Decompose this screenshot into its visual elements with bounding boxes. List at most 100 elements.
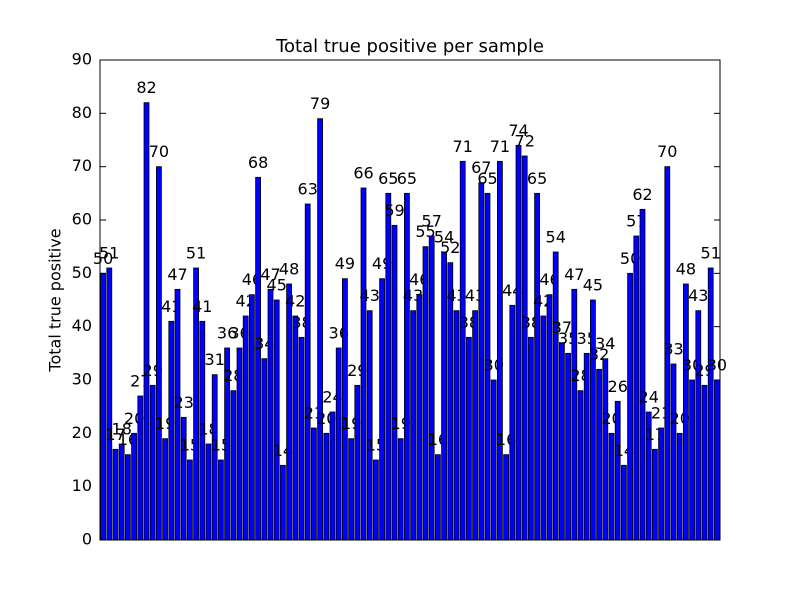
bar <box>422 246 429 541</box>
bar <box>571 288 578 541</box>
bar <box>497 160 503 541</box>
bar <box>379 278 385 541</box>
bar <box>211 374 218 541</box>
value-label: 26 <box>608 377 628 396</box>
bar <box>658 427 664 541</box>
bar <box>559 342 565 541</box>
bar <box>100 272 106 541</box>
value-label: 34 <box>595 334 615 353</box>
bar <box>509 304 516 541</box>
y-axis-label: Total true positive <box>46 228 65 372</box>
bar <box>528 336 534 541</box>
y-tick-label: 0 <box>82 530 92 549</box>
y-tick-label: 80 <box>72 103 92 122</box>
bar <box>205 443 212 541</box>
bar <box>317 118 323 541</box>
bar <box>311 427 317 541</box>
bar <box>503 454 509 541</box>
bar <box>162 438 168 541</box>
bar <box>329 411 336 541</box>
bar <box>156 166 162 541</box>
value-label: 65 <box>527 169 547 188</box>
value-label: 68 <box>248 153 268 172</box>
bar <box>410 310 416 541</box>
value-label: 70 <box>657 142 677 161</box>
bar <box>360 187 367 541</box>
bar <box>627 272 633 541</box>
bar <box>323 432 330 541</box>
value-label: 31 <box>205 350 225 369</box>
bar <box>552 251 559 541</box>
bar <box>515 144 522 541</box>
bar <box>335 347 342 541</box>
bar <box>385 192 392 541</box>
bar <box>652 448 658 541</box>
bar <box>106 267 113 541</box>
value-label: 51 <box>186 244 206 263</box>
bar <box>577 390 584 541</box>
y-tick-label: 90 <box>72 50 92 69</box>
chart-title: Total true positive per sample <box>275 36 544 57</box>
y-tick-label: 60 <box>72 210 92 229</box>
value-label: 43 <box>688 286 708 305</box>
bar <box>354 384 361 541</box>
bar <box>534 192 540 541</box>
bar <box>596 368 602 541</box>
value-label: 47 <box>167 265 187 284</box>
bar <box>695 310 702 541</box>
value-label: 45 <box>583 276 603 295</box>
bar <box>676 432 683 541</box>
bar <box>236 347 243 541</box>
bar <box>143 102 150 541</box>
value-label: 72 <box>515 132 535 151</box>
bar <box>459 160 466 541</box>
bar <box>125 454 131 541</box>
bar <box>230 390 237 541</box>
bar <box>261 358 268 541</box>
value-label: 42 <box>285 292 305 311</box>
value-label: 30 <box>707 356 727 375</box>
value-label: 70 <box>149 142 169 161</box>
value-label: 52 <box>440 238 460 257</box>
bar <box>131 432 137 541</box>
bar <box>168 320 175 541</box>
value-label: 37 <box>552 318 572 337</box>
value-label: 48 <box>676 260 696 279</box>
value-label: 47 <box>260 265 280 284</box>
y-tick-label: 70 <box>72 156 92 175</box>
value-label: 79 <box>310 94 330 113</box>
y-tick-label: 40 <box>72 316 92 335</box>
bar <box>298 336 305 541</box>
value-label: 71 <box>453 137 473 156</box>
y-tick-label: 10 <box>72 476 92 495</box>
y-tick-label: 50 <box>72 263 92 282</box>
bar <box>472 310 478 541</box>
bar <box>304 203 311 541</box>
bar <box>218 459 224 541</box>
bar <box>242 315 249 541</box>
value-label: 59 <box>384 201 404 220</box>
bar <box>267 288 274 541</box>
value-label: 17 <box>105 425 125 444</box>
bar <box>149 384 156 541</box>
y-tick-label: 30 <box>72 370 92 389</box>
plot-frame <box>99 59 721 541</box>
bar <box>540 315 547 541</box>
bar <box>639 208 646 541</box>
value-label: 62 <box>632 185 652 204</box>
bar <box>342 278 348 541</box>
bar <box>404 192 410 541</box>
bar <box>428 235 435 541</box>
bar <box>707 267 714 541</box>
bar <box>683 283 689 541</box>
value-label: 54 <box>546 228 566 247</box>
value-label: 63 <box>298 180 318 199</box>
bar <box>187 459 193 541</box>
bar <box>366 310 373 541</box>
bar <box>689 379 695 541</box>
value-label: 65 <box>397 169 417 188</box>
value-label: 65 <box>378 169 398 188</box>
bar <box>614 400 621 541</box>
bar <box>137 395 144 541</box>
